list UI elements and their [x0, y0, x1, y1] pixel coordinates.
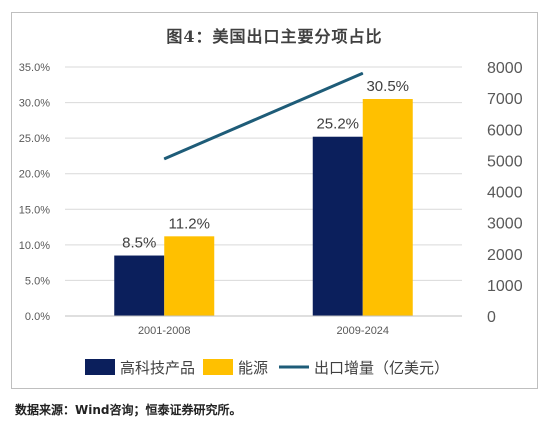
line-point-0	[163, 158, 165, 160]
x-tick-label: 2009-2024	[336, 325, 389, 337]
left-tick-label: 10.0%	[19, 240, 50, 252]
left-tick-label: 25.0%	[19, 133, 50, 145]
bars	[114, 99, 413, 316]
right-axis: 0 1000 2000 3000 4000 5000 6000 7000 8000	[487, 60, 523, 326]
x-axis: 2001-2008 2009-2024	[65, 315, 462, 337]
bar-1-0	[164, 236, 215, 316]
data-labels: 8.5% 11.2% 25.2% 30.5%	[122, 78, 409, 252]
legend-label-exports: 出口增量（亿美元）	[314, 359, 449, 377]
source-note: 数据来源：Wind咨询；恒泰证券研究所。	[15, 403, 242, 417]
bar-value-label: 8.5%	[122, 235, 156, 252]
left-tick-label: 0.0%	[25, 311, 50, 323]
left-tick-label: 15.0%	[19, 204, 50, 216]
x-tick-label: 2001-2008	[138, 325, 191, 337]
bar-value-label: 30.5%	[366, 78, 409, 95]
left-axis: 0.0% 5.0% 10.0% 15.0% 20.0% 25.0% 30.0% 35.0%	[19, 62, 50, 323]
bar-value-label: 25.2%	[316, 116, 359, 133]
right-tick-label: 3000	[487, 216, 523, 233]
left-tick-label: 5.0%	[25, 275, 50, 287]
left-tick-label: 20.0%	[19, 169, 50, 181]
left-tick-label: 35.0%	[19, 62, 50, 74]
right-tick-label: 1000	[487, 278, 523, 295]
export-line	[163, 71, 364, 161]
chart-frame: 图4：美国出口主要分项占比	[11, 12, 538, 389]
legend-label-hightech: 高科技产品	[120, 359, 195, 377]
right-tick-label: 5000	[487, 153, 523, 170]
right-tick-label: 6000	[487, 122, 523, 139]
right-tick-label: 7000	[487, 91, 523, 108]
legend-swatch-hightech	[85, 359, 115, 375]
bar-1-1	[362, 99, 413, 316]
right-tick-label: 4000	[487, 185, 523, 202]
right-tick-label: 8000	[487, 60, 523, 77]
chart-title: 图4：美国出口主要分项占比	[166, 27, 383, 46]
legend-swatch-energy	[203, 359, 233, 375]
bar-value-label: 11.2%	[169, 215, 210, 232]
legend: 高科技产品 能源 出口增量（亿美元）	[85, 359, 449, 377]
bar-0-1	[312, 136, 363, 316]
right-tick-label: 0	[487, 309, 496, 326]
right-tick-label: 2000	[487, 247, 523, 264]
line-exports	[163, 71, 364, 161]
left-tick-label: 30.0%	[19, 98, 50, 110]
legend-label-energy: 能源	[238, 359, 268, 377]
line-point-1	[362, 72, 364, 74]
bar-0-0	[114, 255, 165, 316]
